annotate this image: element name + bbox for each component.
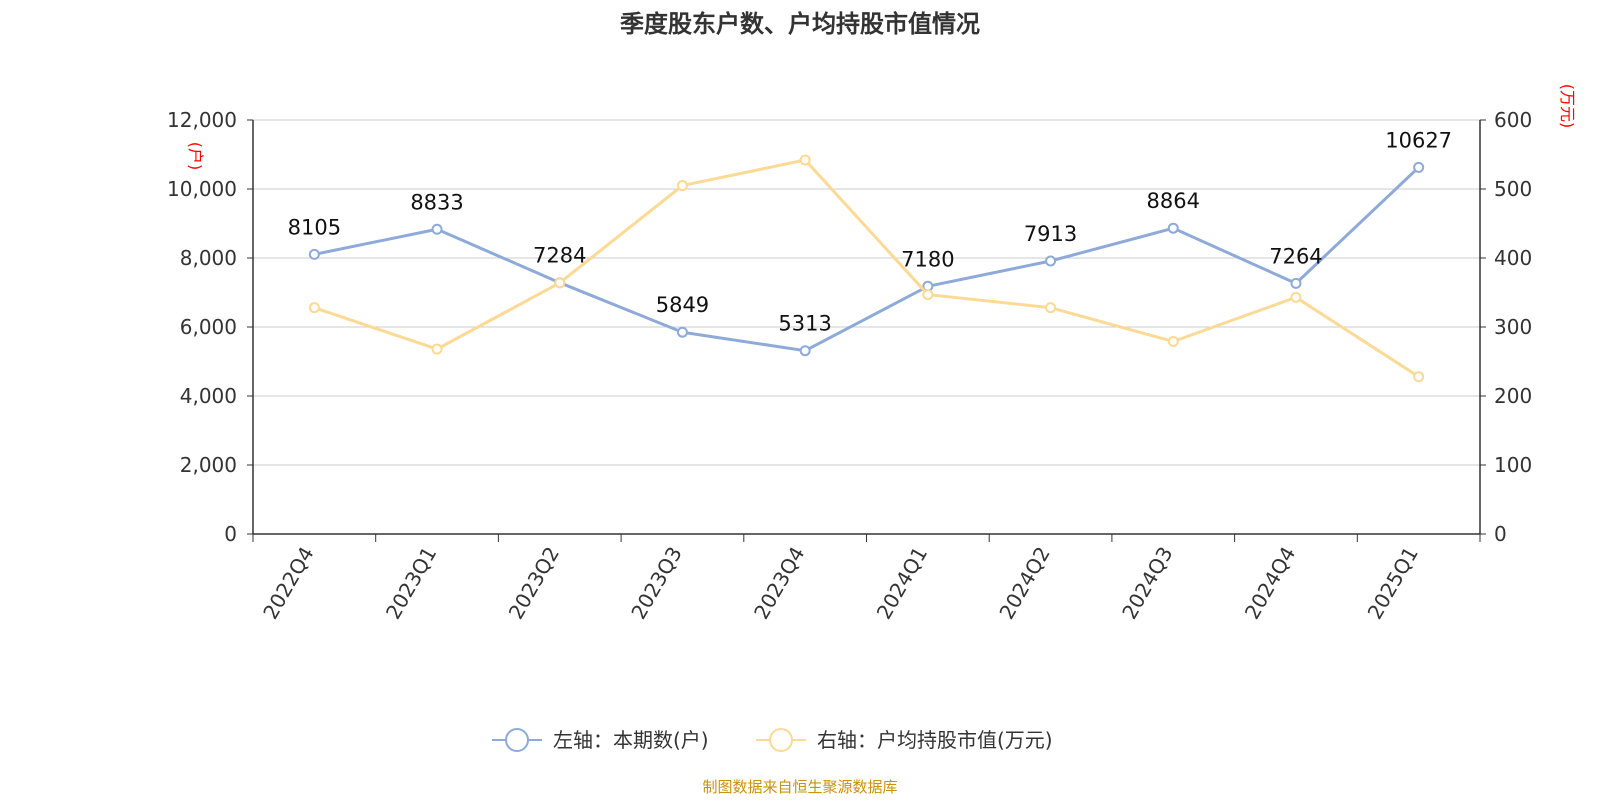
right-axis-tick-label: 100 bbox=[1494, 453, 1532, 477]
left-axis-tick-label: 10,000 bbox=[167, 177, 237, 201]
left-axis-unit: (户) bbox=[186, 142, 205, 171]
data-label: 10627 bbox=[1385, 128, 1452, 152]
right-axis-tick-label: 400 bbox=[1494, 246, 1532, 270]
x-axis-tick-label: 2023Q2 bbox=[504, 543, 564, 624]
data-point-left[interactable] bbox=[676, 326, 688, 338]
right-axis-tick-label: 500 bbox=[1494, 177, 1532, 201]
data-point-right[interactable] bbox=[554, 277, 566, 289]
legend-item-right-series[interactable]: 右轴：户均持股市值(万元) bbox=[756, 728, 1053, 752]
grid-lines bbox=[253, 119, 1480, 466]
series-line-left bbox=[314, 166, 1420, 353]
data-point-right[interactable] bbox=[431, 343, 443, 355]
left-axis-tick-label: 2,000 bbox=[180, 453, 237, 477]
right-axis-tick-label: 600 bbox=[1494, 108, 1532, 132]
series-lines bbox=[308, 154, 1425, 383]
data-point-right[interactable] bbox=[922, 289, 934, 301]
legend-right-label: 右轴：户均持股市值(万元) bbox=[817, 728, 1053, 752]
data-label: 7264 bbox=[1269, 244, 1322, 268]
data-point-left[interactable] bbox=[1167, 222, 1179, 234]
right-axis-tick-label: 200 bbox=[1494, 384, 1532, 408]
data-point-right[interactable] bbox=[308, 302, 320, 314]
data-point-right[interactable] bbox=[799, 154, 811, 166]
data-point-right[interactable] bbox=[1167, 335, 1179, 347]
x-axis-tick-label: 2024Q4 bbox=[1240, 543, 1300, 624]
right-axis-tick-label: 300 bbox=[1494, 315, 1532, 339]
data-point-right[interactable] bbox=[1413, 371, 1425, 383]
data-point-left[interactable] bbox=[1413, 161, 1425, 173]
data-label: 8833 bbox=[410, 190, 463, 214]
data-labels: 8105 8833 7284 5849 5313 7180 7913 8864 7264 1062… bbox=[288, 128, 1452, 335]
data-point-left[interactable] bbox=[308, 248, 320, 260]
x-axis-tick-label: 2023Q3 bbox=[626, 543, 686, 624]
data-label: 7284 bbox=[533, 244, 586, 268]
data-point-right[interactable] bbox=[1045, 302, 1057, 314]
left-axis-tick-label: 12,000 bbox=[167, 108, 237, 132]
data-label: 8864 bbox=[1147, 189, 1200, 213]
data-label: 5313 bbox=[778, 312, 831, 336]
legend: 左轴：本期数(户) 右轴：户均持股市值(万元) bbox=[492, 728, 1053, 752]
x-axis-tick-label: 2023Q4 bbox=[749, 543, 809, 624]
data-source-note: 制图数据来自恒生聚源数据库 bbox=[702, 778, 897, 796]
x-axis-tick-label: 2024Q2 bbox=[994, 543, 1054, 624]
data-label: 7180 bbox=[901, 247, 954, 271]
data-label: 5849 bbox=[656, 293, 709, 317]
x-axis-tick-label: 2022Q4 bbox=[258, 543, 318, 624]
right-axis-unit: (万元) bbox=[1558, 84, 1577, 129]
data-label: 8105 bbox=[288, 215, 341, 239]
data-point-left[interactable] bbox=[431, 223, 443, 235]
data-point-left[interactable] bbox=[1290, 277, 1302, 289]
x-axis-tick-label: 2024Q1 bbox=[872, 543, 932, 624]
left-axis-tick-label: 4,000 bbox=[180, 384, 237, 408]
x-axis-tick-label: 2025Q1 bbox=[1363, 543, 1423, 624]
data-point-right[interactable] bbox=[1290, 291, 1302, 303]
legend-item-left-series[interactable]: 左轴：本期数(户) bbox=[492, 728, 709, 752]
series-line-right bbox=[313, 158, 1420, 378]
axes: 0 2,000 4,000 6,000 8,000 10,000 12,000 0 100 200… bbox=[167, 108, 1532, 623]
x-axis-tick-label: 2023Q1 bbox=[381, 543, 441, 624]
data-point-right[interactable] bbox=[676, 180, 688, 192]
left-axis-tick-label: 0 bbox=[224, 522, 237, 546]
x-axis-tick-label: 2024Q3 bbox=[1117, 543, 1177, 624]
legend-left-label: 左轴：本期数(户) bbox=[553, 728, 709, 752]
chart-title: 季度股东户数、户均持股市值情况 bbox=[620, 10, 980, 38]
left-axis-tick-label: 6,000 bbox=[180, 315, 237, 339]
legend-left-marker-icon bbox=[505, 728, 529, 752]
right-axis-tick-label: 0 bbox=[1494, 522, 1507, 546]
left-axis-tick-label: 8,000 bbox=[180, 246, 237, 270]
data-point-left[interactable] bbox=[799, 345, 811, 357]
legend-right-marker-icon bbox=[769, 728, 793, 752]
data-point-left[interactable] bbox=[1045, 255, 1057, 267]
data-label: 7913 bbox=[1024, 222, 1077, 246]
